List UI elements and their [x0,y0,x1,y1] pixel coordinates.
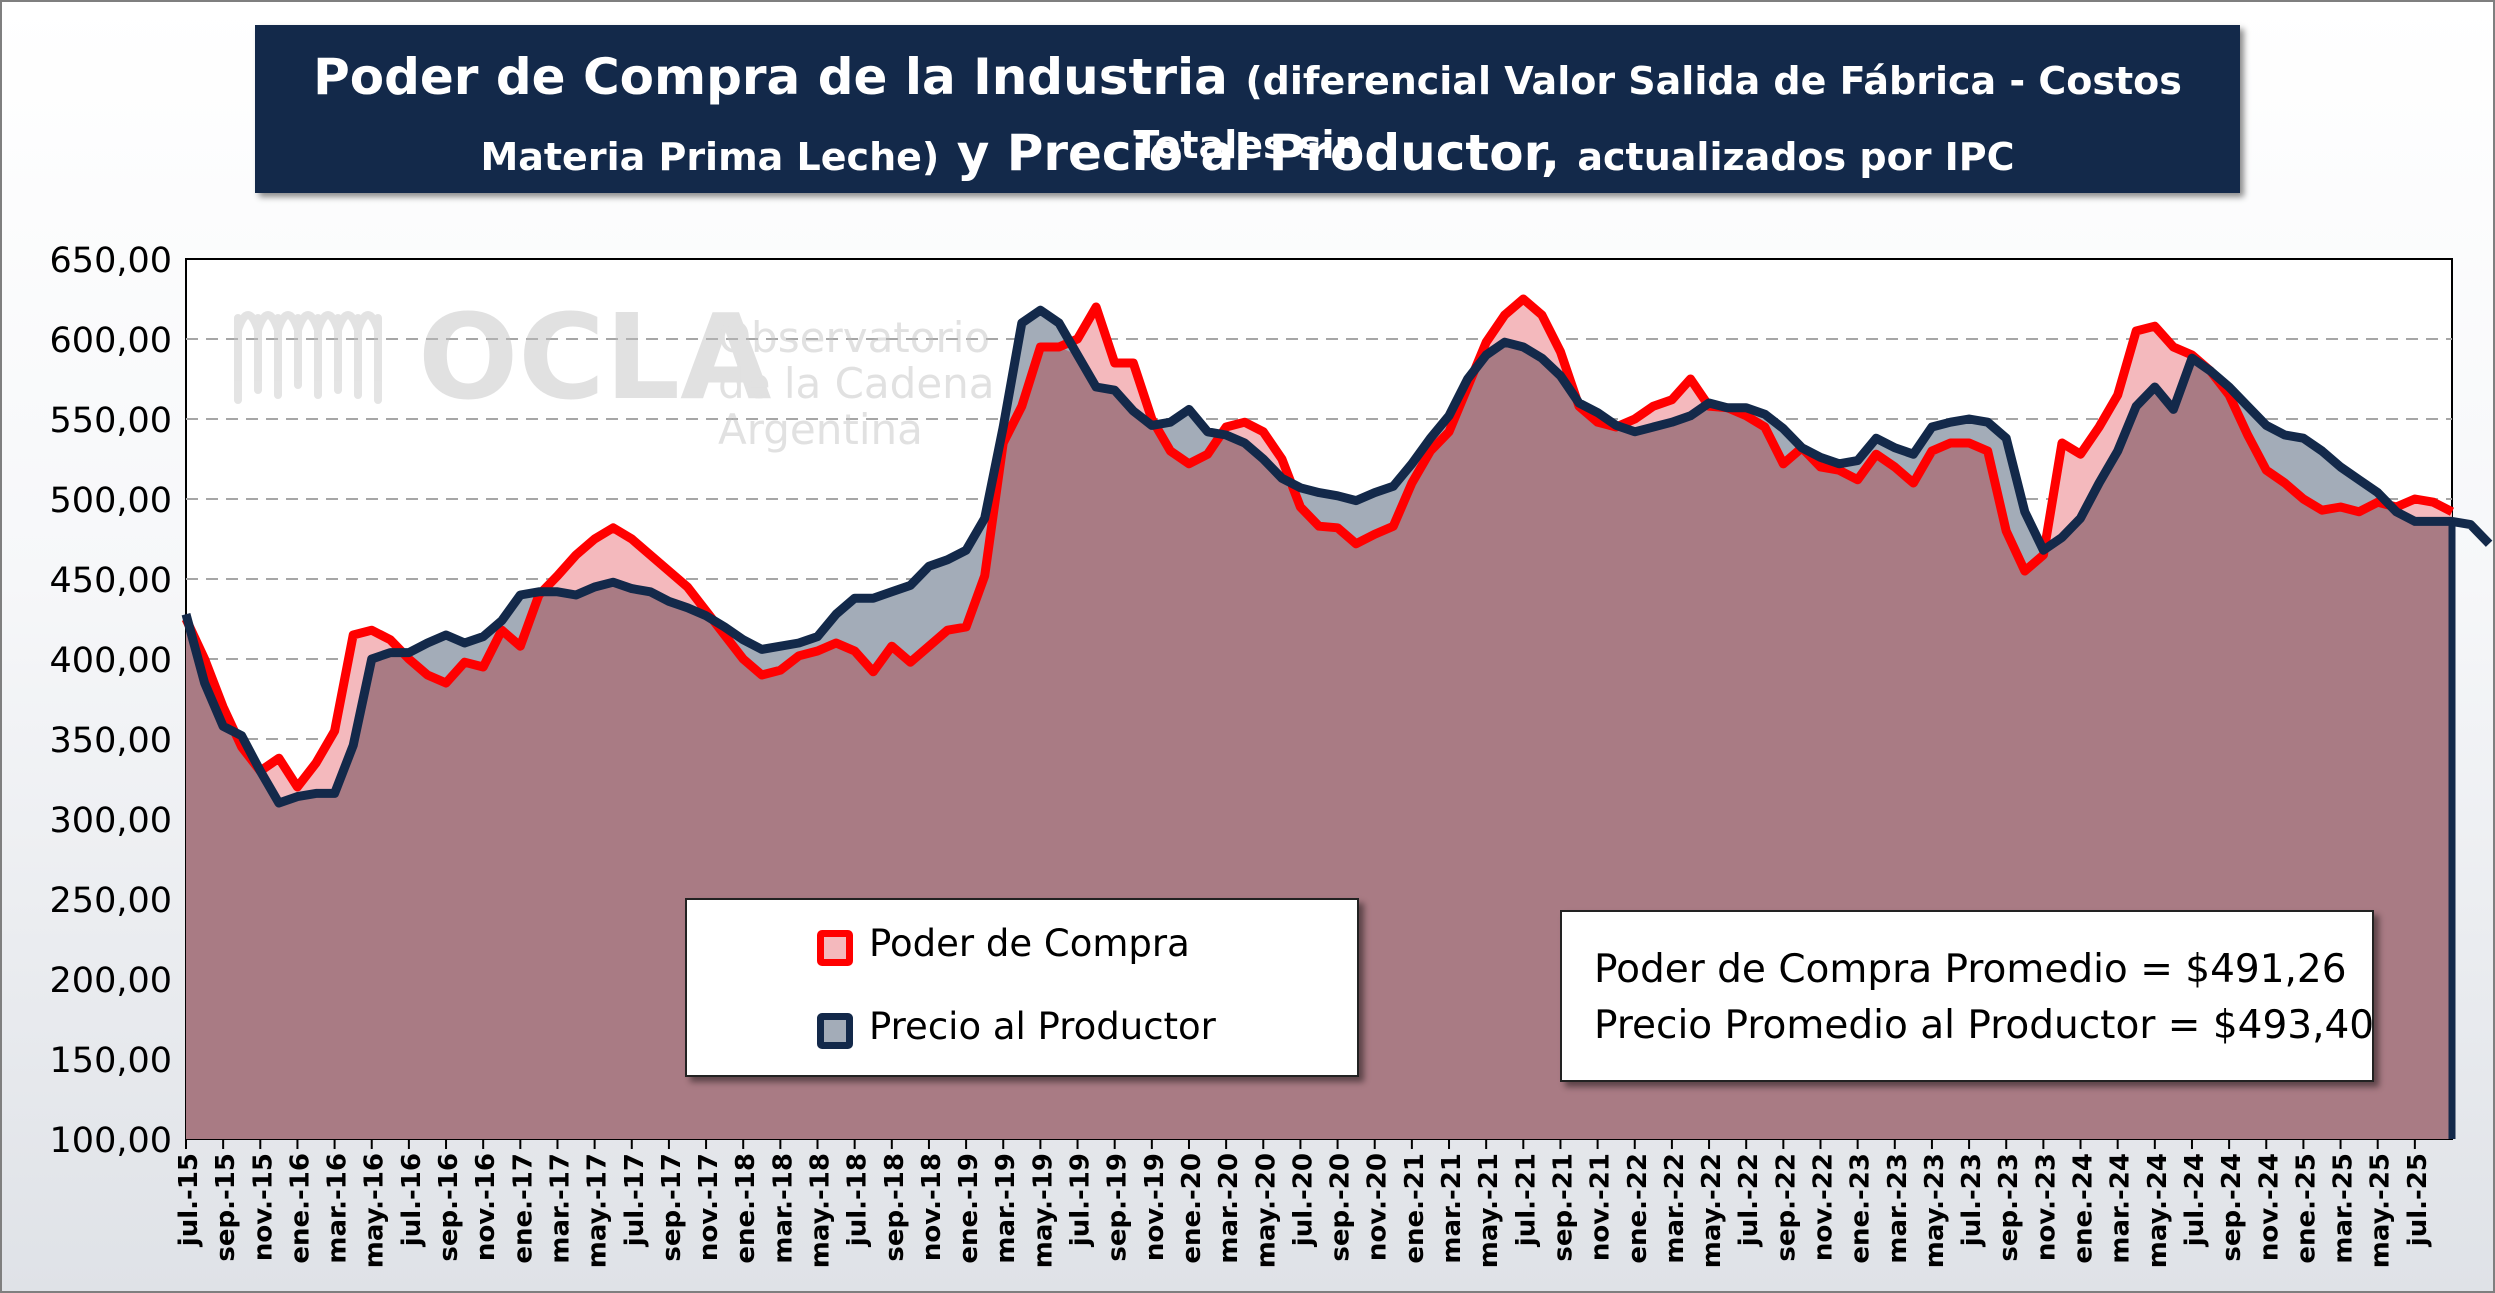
x-tick-label: mar.-25 [2329,1153,2359,1264]
x-tick-label: ene.-17 [508,1153,538,1264]
x-tick-label: mar.-21 [1437,1153,1467,1264]
poder-average-text: Poder de Compra Promedio = $491,26 [1594,947,2347,992]
x-tick-label: may.-19 [1028,1153,1058,1268]
x-tick-label: jul.-21 [1511,1153,1541,1247]
x-tick-label: nov.-21 [1586,1153,1616,1261]
x-tick-label: may.-23 [1920,1153,1950,1268]
legend-label-poder: Poder de Compra [869,922,1190,965]
x-tick-label: nov.-20 [1363,1153,1393,1261]
x-tick-label: mar.-19 [991,1153,1021,1264]
series-lines [181,294,2493,1139]
x-tick-label: may.-21 [1474,1153,1504,1268]
x-tick-label: nov.-24 [2254,1153,2284,1261]
legend-label-precio: Precio al Productor [869,1005,1216,1048]
title-part-4: y Precio al Productor, [956,124,1560,182]
chart-title-box: Poder de Compra de la Industria (diferen… [255,25,2240,193]
title-part-5: actualizados por IPC [1577,135,2015,179]
y-tick-label: 200,00 [50,961,172,1001]
y-axis: 650,00 600,00 550,00 500,00 450,00 400,00 350,… [50,241,172,1161]
x-tick-label: nov.-18 [917,1153,947,1261]
x-tick-label: jul.-25 [2403,1153,2433,1247]
x-tick-label: nov.-22 [1808,1153,1838,1261]
x-tick-label: jul.-22 [1734,1153,1764,1247]
x-tick-label: mar.-23 [1883,1153,1913,1264]
legend-swatch-precio [817,1013,853,1049]
x-tick-label: mar.-20 [1214,1153,1244,1264]
y-tick-label: 300,00 [50,801,172,841]
x-tick-label: may.-24 [2143,1153,2173,1268]
y-tick-label: 100,00 [50,1121,172,1161]
x-tick-label: jul.-19 [1066,1153,1096,1247]
averages-box: Poder de Compra Promedio = $491,26 Preci… [1560,910,2374,1082]
y-tick-label: 250,00 [50,881,172,921]
x-tick-label: may.-22 [1697,1153,1727,1268]
x-tick-label: nov.-16 [471,1153,501,1261]
x-tick-label: sep.-15 [211,1153,241,1262]
x-tick-label: jul.-18 [843,1153,873,1247]
y-tick-label: 650,00 [50,241,172,281]
x-tick-label: nov.-17 [694,1153,724,1261]
x-tick-label: jul.-15 [174,1153,204,1247]
x-tick-label: may.-16 [360,1153,390,1268]
x-tick-label: ene.-25 [2291,1153,2321,1264]
x-tick-label: jul.-24 [2180,1153,2210,1247]
x-tick-label: may.-20 [1251,1153,1281,1268]
y-tick-label: 350,00 [50,721,172,761]
x-tick-label: may.-17 [583,1153,613,1268]
x-tick-label: sep.-16 [434,1153,464,1262]
precio-average-text: Precio Promedio al Productor = $493,40 [1594,1003,2375,1048]
x-tick-label: mar.-17 [545,1153,575,1264]
watermark-line-1: Observatorio [718,313,990,362]
x-tick-label: mar.-16 [323,1153,353,1264]
title-part-2: (diferencial Valor Salida de Fábrica - C… [1133,59,2182,167]
x-tick-label: ene.-22 [1623,1153,1653,1264]
x-tick-label: jul.-16 [397,1153,427,1247]
y-tick-label: 500,00 [50,481,172,521]
title-part-1: Poder de Compra de la Industria [313,48,1228,106]
y-tick-label: 550,00 [50,401,172,441]
poder-line [181,294,2455,792]
legend-swatch-poder [817,930,853,966]
x-tick-label: jul.-23 [1957,1153,1987,1247]
x-tick-label: may.-18 [806,1153,836,1268]
ocla-wave-logo [234,311,382,404]
watermark-line-3: Argentina [718,405,923,454]
x-tick-label: ene.-19 [954,1153,984,1264]
watermark-logo-text: OCLA [418,288,771,426]
chart-title-line-1: Poder de Compra de la Industria (diferen… [255,47,2240,175]
x-tick-label: nov.-15 [248,1153,278,1261]
x-tick-label: mar.-18 [768,1153,798,1264]
x-tick-label: ene.-23 [1846,1153,1876,1264]
x-tick-label: mar.-22 [1660,1153,1690,1264]
precio-line [181,305,2493,808]
x-tick-label: ene.-24 [2069,1153,2099,1264]
x-tick-label: may.-25 [2366,1153,2396,1268]
x-tick-label: sep.-20 [1326,1153,1356,1262]
y-tick-label: 450,00 [50,561,172,601]
x-tick-label: jul.-17 [620,1153,650,1247]
x-tick-label: sep.-23 [1994,1153,2024,1262]
x-tick-label: sep.-24 [2217,1153,2247,1262]
x-tick-label: sep.-22 [1771,1153,1801,1262]
x-tick-label: ene.-16 [285,1153,315,1264]
x-tick-label: sep.-17 [657,1153,687,1262]
x-axis: jul.-15 sep.-15 nov.-15 ene.-16 mar.-16 may.-… [174,1139,2433,1268]
title-part-3: Materia Prima Leche) [480,135,940,179]
x-tick-label: mar.-24 [2106,1153,2136,1264]
y-tick-label: 600,00 [50,321,172,361]
x-tick-label: nov.-23 [2031,1153,2061,1261]
x-tick-label: sep.-21 [1548,1153,1578,1262]
x-tick-label: nov.-19 [1140,1153,1170,1261]
x-tick-label: ene.-18 [731,1153,761,1264]
y-tick-label: 150,00 [50,1041,172,1081]
x-tick-label: ene.-21 [1400,1153,1430,1264]
x-tick-label: jul.-20 [1288,1153,1318,1247]
x-tick-label: sep.-18 [880,1153,910,1262]
x-tick-label: ene.-20 [1177,1153,1207,1264]
x-tick-label: sep.-19 [1103,1153,1133,1262]
legend: Poder de Compra Precio al Productor [685,898,1359,1077]
y-tick-label: 400,00 [50,641,172,681]
chart-title-line-2: Materia Prima Leche) y Precio al Product… [255,123,2240,187]
